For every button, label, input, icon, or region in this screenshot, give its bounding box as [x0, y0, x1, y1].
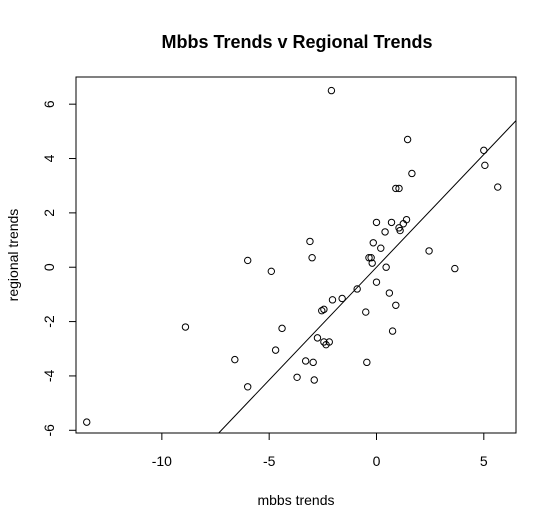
data-point	[310, 376, 318, 384]
y-axis: -6 -4 -2 0 2 4 6	[41, 100, 76, 437]
data-point	[382, 263, 390, 271]
x-axis-label: mbbs trends	[257, 492, 334, 508]
data-point	[451, 264, 459, 273]
data-point	[392, 184, 400, 193]
data-point	[395, 184, 403, 193]
data-point	[387, 218, 396, 227]
data-point	[301, 357, 310, 365]
data-point	[402, 215, 411, 224]
data-point	[367, 254, 375, 262]
data-point	[309, 358, 317, 367]
reference-line-layer	[218, 120, 517, 434]
data-point	[338, 294, 346, 303]
data-point	[318, 307, 326, 315]
y-tick-label: -4	[41, 369, 57, 382]
y-tick-label: 0	[41, 263, 57, 271]
x-tick-label: 0	[373, 453, 381, 469]
y-axis-label: regional trends	[5, 209, 21, 302]
data-point	[308, 254, 316, 262]
data-point	[480, 146, 488, 155]
data-point	[83, 418, 91, 426]
data-point	[392, 301, 400, 309]
data-point	[313, 334, 322, 342]
data-point	[363, 358, 371, 367]
x-axis: -10 -5 0 5	[152, 433, 488, 469]
data-point	[372, 218, 381, 227]
data-point	[365, 254, 373, 262]
data-point	[396, 226, 404, 235]
data-point	[293, 373, 301, 381]
data-point	[425, 247, 433, 255]
data-point	[353, 285, 361, 293]
data-point	[372, 278, 381, 286]
data-point	[381, 228, 389, 236]
y-tick-label: 4	[41, 154, 57, 162]
x-tick-label: -10	[152, 453, 172, 469]
data-point	[267, 267, 276, 276]
reference-line	[218, 120, 517, 434]
points-layer	[83, 86, 502, 426]
y-tick-label: -6	[41, 424, 57, 437]
data-point	[481, 161, 489, 170]
data-point	[328, 296, 337, 304]
data-point	[399, 220, 408, 228]
data-point	[306, 237, 314, 246]
plot-frame	[75, 76, 517, 434]
data-point	[320, 305, 328, 314]
y-tick-label: 2	[41, 209, 57, 217]
x-tick-label: 5	[480, 453, 488, 469]
data-point	[325, 338, 333, 346]
data-point	[377, 244, 385, 252]
data-point	[271, 346, 280, 354]
data-point	[362, 308, 370, 316]
data-point	[388, 327, 397, 335]
data-point	[181, 323, 190, 331]
data-point	[408, 169, 416, 178]
data-point	[327, 86, 336, 95]
data-point	[385, 289, 394, 297]
data-point	[494, 183, 502, 191]
x-tick-label: -5	[263, 453, 276, 469]
data-point	[368, 259, 376, 267]
y-tick-label: -2	[41, 315, 57, 328]
data-point	[369, 239, 377, 247]
data-point	[403, 135, 412, 144]
y-tick-label: 6	[41, 100, 57, 108]
data-point	[278, 324, 286, 333]
data-point	[244, 383, 252, 391]
data-point	[231, 355, 239, 364]
data-point	[244, 256, 252, 265]
chart-title: Mbbs Trends v Regional Trends	[161, 32, 432, 52]
